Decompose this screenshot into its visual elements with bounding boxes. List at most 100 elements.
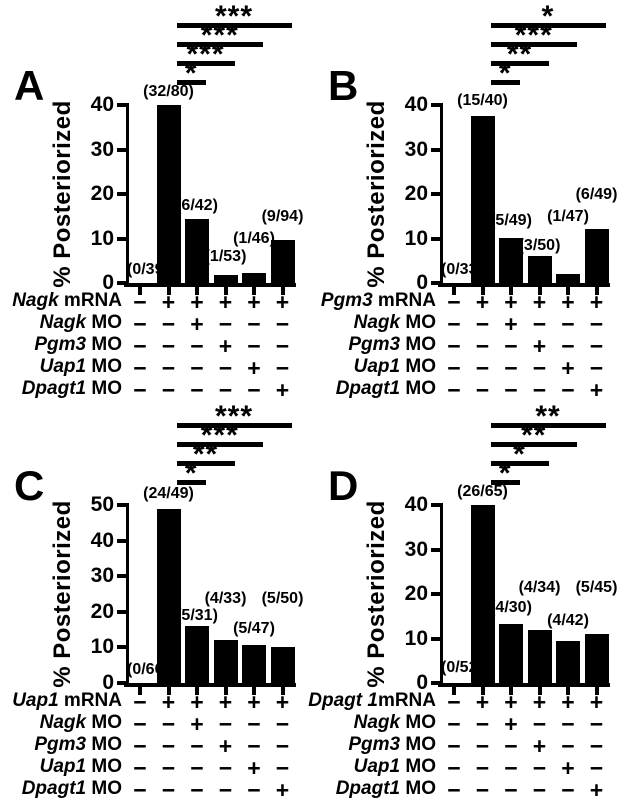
condition-sign: − [447, 333, 461, 359]
bar-count-label: (6/42) [176, 196, 218, 214]
condition-sign: − [447, 777, 461, 803]
condition-sign: − [475, 311, 490, 337]
y-tick-label: 10 [90, 635, 114, 659]
panel-d: D% Posteriorized 0 10 20 30 40 (0/52) (26/65) (4… [308, 400, 628, 803]
row-type-label: MO [86, 356, 122, 377]
y-tick-label: 30 [404, 537, 428, 561]
y-axis-line [440, 503, 443, 686]
x-tick-mark [195, 287, 199, 295]
y-tick-label: 0 [416, 271, 428, 294]
condition-sign: − [161, 355, 176, 381]
row-type-label: mRNA [377, 690, 436, 711]
condition-row-label: Nagk MO [308, 312, 436, 334]
condition-sign: − [475, 755, 490, 781]
condition-sign: − [561, 333, 575, 359]
condition-sign: − [218, 355, 233, 381]
x-tick-mark [280, 287, 285, 295]
gene-name: Nagk [39, 312, 87, 333]
condition-sign: − [589, 755, 604, 781]
condition-sign: − [275, 311, 290, 337]
condition-sign: − [190, 333, 204, 359]
condition-sign: − [532, 777, 547, 803]
row-type-label: MO [86, 734, 122, 755]
condition-sign: − [561, 777, 575, 803]
significance-line [176, 23, 292, 28]
condition-row-label: Pgm3 MO [0, 734, 122, 756]
y-tick-mark [431, 281, 440, 285]
significance-stars: * [498, 457, 512, 490]
bar [470, 116, 495, 283]
x-tick-mark [509, 687, 513, 695]
significance-stars: * [513, 438, 526, 471]
row-type-label: MO [400, 334, 436, 355]
row-type-label: MO [400, 312, 436, 333]
condition-sign: − [247, 711, 261, 737]
bar [527, 256, 552, 283]
significance-line [176, 423, 292, 428]
x-tick-mark [166, 287, 171, 295]
panel-letter: B [328, 62, 358, 109]
condition-sign: − [532, 377, 547, 403]
condition-sign: − [133, 289, 147, 315]
x-tick-mark [537, 687, 542, 695]
y-axis-line [126, 503, 129, 686]
condition-sign: − [447, 289, 461, 315]
condition-row-label: Pgm3 mRNA [308, 290, 436, 312]
y-tick-label: 40 [404, 93, 428, 116]
bar-count-label: (32/80) [143, 83, 194, 101]
condition-sign: − [133, 311, 147, 337]
row-type-label: MO [400, 378, 436, 399]
condition-sign: − [218, 777, 233, 803]
y-axis-line [126, 103, 129, 286]
condition-sign: − [532, 711, 547, 737]
condition-sign: − [589, 711, 604, 737]
y-tick-mark [431, 681, 440, 685]
condition-sign: + [247, 289, 261, 315]
condition-sign: − [504, 755, 518, 781]
gene-name: Pgm3 [348, 734, 401, 755]
condition-sign: − [561, 733, 575, 759]
condition-sign: − [133, 777, 147, 803]
bar [270, 240, 295, 283]
gene-name: Uap1 [12, 690, 59, 711]
condition-sign: − [447, 377, 461, 403]
condition-sign: − [589, 333, 604, 359]
condition-sign: − [475, 355, 490, 381]
x-tick-mark [452, 687, 456, 695]
condition-sign: + [275, 689, 290, 715]
bar [584, 634, 609, 683]
bar [584, 229, 609, 283]
row-type-label: mRNA [58, 690, 122, 711]
x-tick-mark [594, 687, 599, 695]
bar [556, 274, 580, 283]
bar-count-label: (1/46) [233, 230, 275, 248]
y-tick-mark [117, 609, 126, 614]
y-tick-label: 30 [404, 137, 428, 161]
gene-name: Nagk [353, 312, 401, 333]
condition-sign: + [561, 355, 575, 381]
condition-sign: − [161, 377, 176, 403]
significance-line [490, 480, 520, 485]
significance-line [176, 80, 206, 85]
y-tick-mark [431, 592, 440, 596]
condition-sign: − [504, 733, 518, 759]
condition-sign: − [190, 755, 204, 781]
condition-sign: + [190, 289, 204, 315]
row-type-label: MO [86, 712, 122, 733]
condition-sign: − [161, 311, 176, 337]
bar-count-label: (5/31) [176, 607, 218, 625]
condition-sign: + [247, 689, 261, 715]
y-tick-mark [117, 281, 126, 285]
condition-sign: + [475, 689, 490, 715]
gene-name: Dpagt 1 [308, 690, 378, 711]
y-tick-mark [431, 147, 440, 152]
row-type-label: MO [86, 778, 122, 799]
bar-count-label: (5/50) [261, 589, 304, 607]
gene-name: Nagk [12, 290, 59, 311]
condition-sign: − [247, 733, 261, 759]
gene-name: Uap1 [353, 756, 401, 777]
bar [242, 645, 266, 683]
y-tick-mark [117, 192, 126, 196]
y-tick-label: 0 [102, 271, 114, 294]
condition-sign: + [532, 689, 547, 715]
